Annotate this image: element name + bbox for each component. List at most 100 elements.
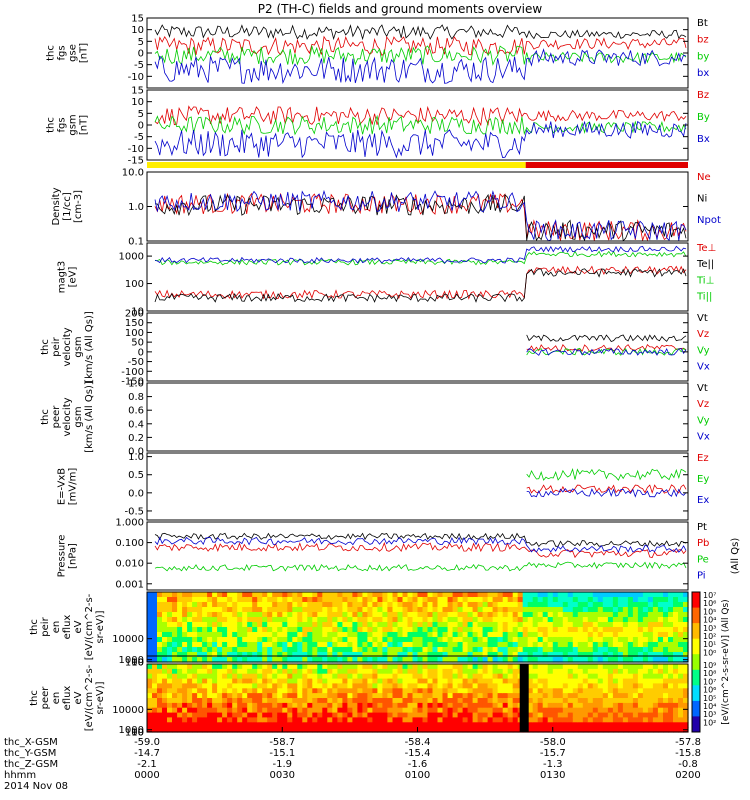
heatmap-cell (162, 664, 168, 670)
heatmap-cell (337, 673, 343, 680)
heatmap-cell (487, 632, 494, 638)
heatmap-cell (437, 622, 444, 628)
heatmap-cell (532, 627, 539, 633)
heatmap-cell (217, 688, 223, 694)
heatmap-cell (277, 693, 283, 699)
heatmap-cell (673, 607, 679, 613)
heatmap-cell (532, 702, 539, 709)
heatmap-cell (467, 657, 474, 663)
heatmap-cell (542, 632, 549, 638)
heatmap-cell (577, 688, 584, 694)
heatmap-cell (657, 688, 664, 694)
heatmap-cell (252, 702, 258, 709)
heatmap-cell (517, 597, 524, 603)
heatmap-cell (152, 622, 158, 628)
heatmap-cell (167, 657, 173, 663)
heatmap-cell (557, 702, 564, 709)
heatmap-cell (377, 722, 383, 728)
heatmap-cell (597, 632, 604, 638)
x-tick-label: -0.8 (678, 759, 698, 770)
heatmap-cell (427, 668, 434, 675)
heatmap-cell (157, 717, 163, 723)
heatmap-cell (482, 678, 489, 685)
heatmap-cell (557, 607, 564, 613)
heatmap-cell (452, 602, 459, 608)
legend-Vz: Vz (697, 329, 709, 340)
heatmap-cell (527, 702, 534, 709)
heatmap-cell (147, 688, 153, 694)
heatmap-cell (637, 657, 644, 663)
heatmap-cell (678, 602, 684, 608)
heatmap-cell (657, 707, 664, 714)
heatmap-cell (587, 602, 594, 608)
heatmap-cell (162, 657, 168, 663)
heatmap-cell (467, 642, 474, 648)
heatmap-cell (402, 664, 409, 670)
series-Te|| (154, 268, 687, 303)
heatmap-cell (342, 673, 348, 680)
heatmap-cell (612, 617, 619, 623)
heatmap-cell (282, 602, 288, 608)
heatmap-cell (447, 664, 454, 670)
heatmap-cell (317, 727, 323, 733)
heatmap-cell (177, 673, 183, 680)
heatmap-cell (612, 707, 619, 714)
heatmap-cell (477, 612, 484, 618)
heatmap-cell (217, 693, 223, 699)
heatmap-cell (442, 722, 449, 728)
heatmap-cell (467, 607, 474, 613)
heatmap-cell (257, 602, 263, 608)
heatmap-cell (362, 632, 368, 638)
heatmap-cell (532, 657, 539, 663)
heatmap-cell (392, 664, 399, 670)
heatmap-cell (212, 607, 218, 613)
heatmap-cell (427, 627, 434, 633)
heatmap-cell (227, 727, 233, 733)
heatmap-cell (232, 602, 238, 608)
heatmap-cell (207, 632, 213, 638)
heatmap-cell (552, 627, 559, 633)
heatmap-cell (487, 597, 494, 603)
heatmap-cell (497, 712, 504, 719)
heatmap-cell (177, 622, 183, 628)
heatmap-cell (447, 647, 454, 653)
heatmap-cell (292, 607, 298, 613)
heatmap-cell (572, 688, 579, 694)
y-tick-label: 10 (131, 657, 144, 668)
heatmap-cell (497, 657, 504, 663)
heatmap-cell (212, 702, 218, 709)
heatmap-cell (197, 683, 203, 689)
heatmap-cell (462, 617, 469, 623)
heatmap-cell (457, 673, 464, 680)
heatmap-cell (547, 712, 554, 719)
heatmap-cell (217, 678, 223, 685)
heatmap-cell (147, 712, 153, 719)
heatmap-cell (432, 617, 439, 623)
heatmap-cell (507, 612, 514, 618)
heatmap-cell (462, 592, 469, 598)
heatmap-cell (342, 683, 348, 689)
heatmap-cell (387, 597, 393, 603)
heatmap-cell (297, 602, 303, 608)
heatmap-cell (597, 642, 604, 648)
heatmap-cell (172, 683, 178, 689)
heatmap-cell (227, 617, 233, 623)
heatmap-cell (187, 622, 193, 628)
heatmap-cell (242, 707, 248, 714)
heatmap-cell (532, 664, 539, 670)
heatmap-cell (357, 612, 363, 618)
heatmap-cell (497, 642, 504, 648)
heatmap-cell (147, 683, 153, 689)
y-axis-label: eV (73, 691, 84, 704)
heatmap-cell (147, 702, 153, 709)
x-tick-label: -15.1 (269, 748, 295, 759)
heatmap-cell (587, 617, 594, 623)
y-tick-label: -15 (128, 156, 144, 167)
heatmap-cell (683, 717, 689, 723)
legend-Ez: Ez (697, 453, 709, 464)
heatmap-cell (307, 698, 313, 704)
heatmap-cell (527, 727, 534, 733)
heatmap-cell (217, 652, 223, 658)
heatmap-cell (262, 602, 268, 608)
